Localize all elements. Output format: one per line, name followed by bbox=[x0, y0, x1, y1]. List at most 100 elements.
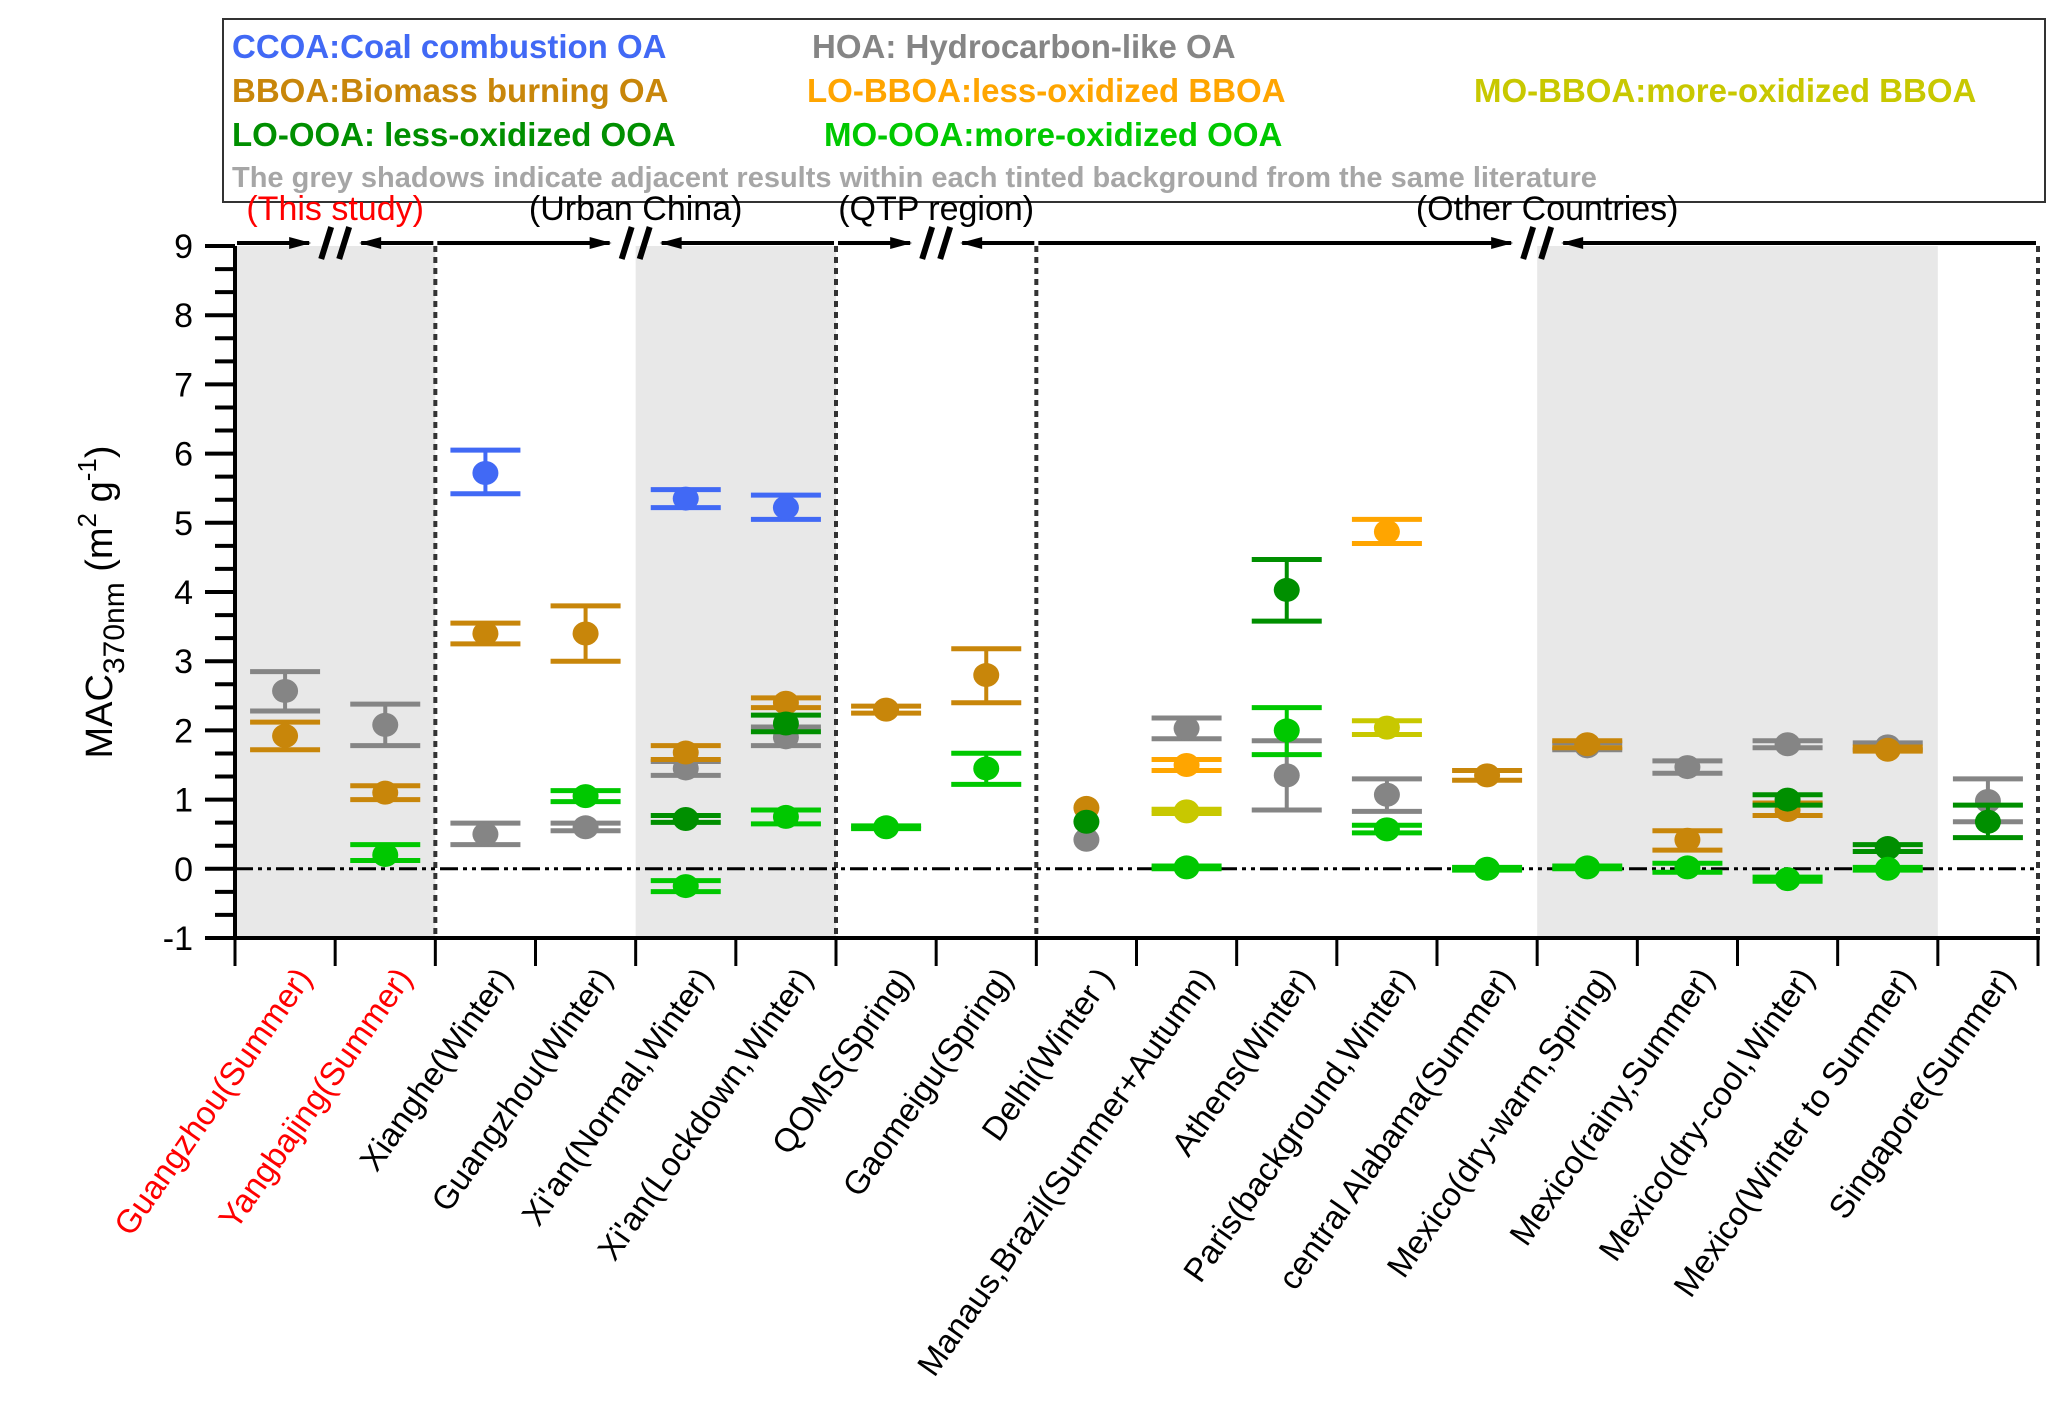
marker bbox=[372, 780, 399, 805]
legend-mo-ooa: MO-OOA:more-oxidized OOA bbox=[824, 116, 1283, 153]
y-tick-label: 5 bbox=[174, 505, 193, 543]
marker bbox=[1874, 856, 1901, 881]
legend-mo-bboa: MO-BBOA:more-oxidized BBOA bbox=[1474, 72, 1977, 109]
data-point-bboa bbox=[1652, 827, 1723, 853]
axis-break-mark bbox=[318, 226, 335, 260]
marker bbox=[772, 711, 799, 736]
marker bbox=[1674, 755, 1701, 780]
axis-break-mark bbox=[1538, 226, 1555, 260]
arrow-head bbox=[890, 237, 913, 249]
y-tick-label: -1 bbox=[163, 920, 193, 958]
marker bbox=[1874, 737, 1901, 762]
marker bbox=[572, 784, 599, 809]
axis-break-mark bbox=[636, 226, 653, 260]
marker bbox=[1574, 732, 1601, 757]
marker bbox=[1974, 809, 2001, 834]
marker bbox=[472, 621, 499, 646]
data-point-hoa bbox=[1073, 827, 1100, 852]
marker bbox=[873, 697, 900, 722]
marker bbox=[1173, 799, 1200, 824]
marker bbox=[372, 712, 399, 737]
marker bbox=[472, 822, 499, 847]
data-point-bboa bbox=[1552, 732, 1623, 757]
axis-break-mark bbox=[336, 226, 353, 260]
data-point-mo-ooa bbox=[1552, 855, 1623, 880]
arrow-head bbox=[289, 237, 312, 249]
marker bbox=[1774, 732, 1801, 757]
marker bbox=[1373, 519, 1400, 544]
data-point-hoa bbox=[450, 820, 521, 848]
group-label: (This study) bbox=[246, 190, 424, 228]
legend-ccoa: CCOA:Coal combustion OA bbox=[232, 28, 667, 65]
data-point-mo-bboa bbox=[1351, 715, 1422, 740]
data-point-lo-ooa bbox=[1251, 556, 1322, 624]
data-point-hoa bbox=[1652, 755, 1723, 780]
marker bbox=[1373, 715, 1400, 740]
marker bbox=[1474, 763, 1501, 788]
marker bbox=[672, 874, 699, 899]
x-tick-label: Gaomeigu(Spring) bbox=[835, 961, 1020, 1203]
data-point-ccoa bbox=[450, 447, 521, 497]
data-point-bboa bbox=[250, 719, 321, 753]
marker bbox=[1674, 827, 1701, 852]
marker bbox=[1073, 827, 1100, 852]
marker bbox=[1273, 718, 1300, 743]
data-point-mo-ooa bbox=[851, 815, 922, 840]
data-point-bboa bbox=[350, 780, 421, 805]
axis-break-mark bbox=[1520, 226, 1537, 260]
legend-hoa: HOA: Hydrocarbon-like OA bbox=[812, 28, 1236, 65]
data-point-mo-ooa bbox=[1652, 855, 1723, 880]
data-point-bboa bbox=[650, 740, 721, 765]
data-point-bboa bbox=[851, 697, 922, 722]
data-point-bboa bbox=[750, 690, 821, 715]
marker bbox=[1273, 577, 1300, 602]
marker bbox=[1173, 855, 1200, 880]
data-point-lo-bboa bbox=[1351, 516, 1422, 547]
marker bbox=[1373, 782, 1400, 807]
data-point-bboa bbox=[1852, 737, 1923, 762]
data-point-bboa bbox=[550, 603, 621, 664]
data-point-mo-ooa bbox=[1351, 817, 1422, 842]
legend: CCOA:Coal combustion OA HOA: Hydrocarbon… bbox=[222, 18, 2046, 203]
marker bbox=[1373, 817, 1400, 842]
marker bbox=[772, 690, 799, 715]
data-point-lo-ooa bbox=[1073, 809, 1100, 834]
data-point-mo-ooa bbox=[550, 784, 621, 809]
data-point-hoa bbox=[350, 701, 421, 749]
marker bbox=[1774, 787, 1801, 812]
marker bbox=[372, 842, 399, 867]
data-point-mo-ooa bbox=[1452, 856, 1523, 881]
y-tick-label: 2 bbox=[174, 712, 193, 750]
data-point-mo-ooa bbox=[650, 874, 721, 899]
arrow-head bbox=[1561, 237, 1584, 249]
marker bbox=[1674, 855, 1701, 880]
marker bbox=[1474, 856, 1501, 881]
marker bbox=[272, 678, 299, 703]
marker bbox=[772, 804, 799, 829]
data-point-lo-ooa bbox=[1852, 836, 1923, 861]
x-tick-label: Yangbajing(Summer) bbox=[211, 961, 419, 1236]
data-point-hoa bbox=[1251, 738, 1322, 813]
arrow-head bbox=[960, 237, 983, 249]
arrow-head bbox=[359, 237, 382, 249]
data-point-bboa bbox=[450, 620, 521, 647]
marker bbox=[272, 723, 299, 748]
legend-bboa: BBOA:Biomass burning OA bbox=[232, 72, 669, 109]
x-tick-label: Guangzhou(Summer) bbox=[107, 961, 319, 1242]
legend-note-text: The grey shadows indicate adjacent resul… bbox=[232, 162, 1597, 194]
y-axis-label: MAC370nm (m2 g-1) bbox=[72, 445, 131, 758]
data-point-lo-ooa bbox=[1952, 802, 2023, 841]
y-tick-label: 9 bbox=[174, 228, 193, 266]
arrow-head bbox=[1491, 237, 1514, 249]
shaded-region bbox=[235, 246, 436, 938]
group-label: (Other Countries) bbox=[1416, 190, 1679, 228]
y-tick-label: 1 bbox=[174, 782, 193, 820]
marker bbox=[572, 621, 599, 646]
data-point-mo-bboa bbox=[1151, 799, 1222, 824]
marker bbox=[1874, 836, 1901, 861]
x-tick-label: Singapore(Summer) bbox=[1821, 961, 2022, 1226]
data-point-hoa bbox=[1151, 715, 1222, 742]
y-tick-label: 7 bbox=[174, 366, 193, 404]
shaded-region bbox=[1537, 246, 1938, 938]
